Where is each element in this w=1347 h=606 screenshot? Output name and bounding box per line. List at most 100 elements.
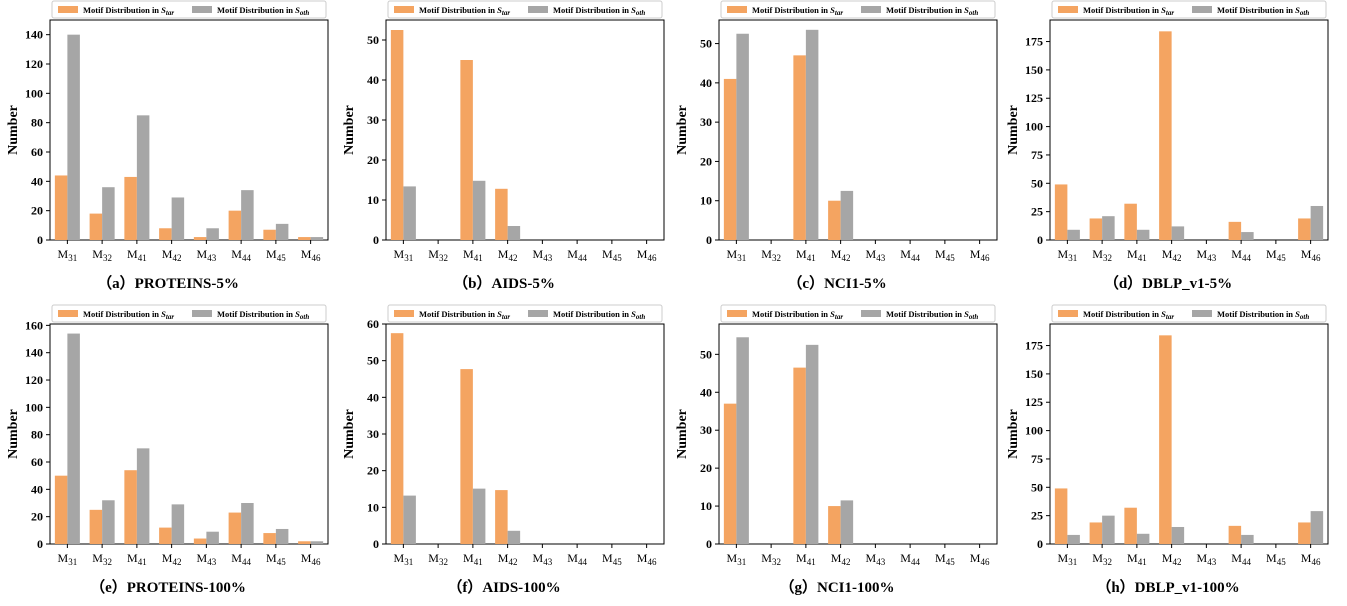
- bar-oth: [275, 223, 289, 240]
- chart-caption: （f）AIDS-100%: [447, 580, 561, 596]
- y-tick-label: 30: [367, 113, 379, 127]
- y-tick-label: 175: [1025, 339, 1043, 353]
- legend-label: Motif Distribution in Soth: [1217, 5, 1309, 17]
- x-tick-label: M32: [92, 247, 112, 263]
- y-tick-label: 75: [1031, 452, 1043, 466]
- bar-oth: [136, 115, 150, 240]
- bar-tar: [263, 533, 276, 544]
- bar-tar: [1159, 31, 1172, 240]
- legend-swatch: [528, 6, 548, 13]
- x-tick-label: M44: [567, 551, 587, 567]
- y-tick-label: 40: [367, 73, 379, 87]
- x-tick-label: M46: [970, 551, 990, 567]
- bar-tar: [1054, 184, 1068, 240]
- chart-caption: （d）DBLP_v1-5%: [1103, 276, 1233, 292]
- bar-oth: [1136, 229, 1150, 240]
- bar-oth: [1102, 216, 1115, 240]
- x-tick-label: M46: [637, 551, 657, 567]
- y-tick-label: 80: [31, 116, 43, 130]
- legend-swatch: [727, 310, 747, 317]
- y-tick-label: 20: [367, 153, 379, 167]
- x-tick-label: M43: [866, 247, 886, 263]
- bar-tar: [159, 527, 172, 544]
- x-tick-label: M42: [1162, 551, 1182, 567]
- y-tick-label: 175: [1025, 35, 1043, 49]
- legend-box: [720, 0, 996, 19]
- bar-oth: [507, 530, 521, 544]
- legend-box: [387, 0, 663, 19]
- y-tick-label: 20: [700, 154, 712, 168]
- y-axis-label: Number: [675, 409, 690, 459]
- x-tick-label: M42: [831, 551, 851, 567]
- bar-tar: [263, 229, 276, 240]
- y-tick-label: 0: [1037, 233, 1043, 247]
- bar-oth: [472, 180, 486, 240]
- legend-swatch: [1058, 310, 1078, 317]
- bar-oth: [1310, 205, 1324, 240]
- bar-tar: [828, 506, 841, 544]
- x-tick-label: M31: [394, 551, 414, 567]
- x-tick-label: M31: [58, 551, 78, 567]
- x-tick-label: M45: [935, 551, 955, 567]
- bar-oth: [840, 190, 854, 240]
- plot-frame: [718, 19, 998, 241]
- y-tick-label: 60: [31, 455, 43, 469]
- legend-label: Motif Distribution in Star: [752, 309, 843, 321]
- legend-box: [51, 0, 327, 19]
- y-tick-label: 80: [31, 428, 43, 442]
- x-tick-label: M31: [727, 247, 747, 263]
- x-tick-label: M45: [266, 551, 286, 567]
- chart-panel: 0 20 40 60 80 100 120 140 Number M31 M32 M41 M42 M43 M…: [0, 0, 336, 302]
- legend-swatch: [528, 310, 548, 317]
- bar-oth: [206, 531, 219, 544]
- x-tick-label: M45: [935, 247, 955, 263]
- chart-panel: 0 20 40 60 80 100 120 140 160 Number M31 M32 M41 M42 M…: [0, 304, 336, 606]
- x-tick-label: M32: [428, 551, 448, 567]
- x-tick-label: M44: [231, 247, 251, 263]
- x-tick-label: M31: [1058, 551, 1078, 567]
- x-tick-label: M31: [58, 247, 78, 263]
- bar-tar: [1159, 335, 1172, 544]
- bar-tar: [793, 55, 806, 240]
- y-tick-label: 20: [700, 461, 712, 475]
- y-tick-label: 50: [367, 33, 379, 47]
- y-axis-label: Number: [675, 105, 690, 155]
- y-tick-label: 40: [31, 174, 43, 188]
- bar-oth: [1067, 229, 1080, 240]
- x-tick-label: M43: [866, 551, 886, 567]
- y-tick-label: 10: [367, 500, 379, 514]
- legend-label: Motif Distribution in Star: [419, 5, 510, 17]
- legend-swatch: [394, 6, 414, 13]
- y-tick-label: 60: [31, 145, 43, 159]
- x-tick-label: M41: [1127, 551, 1147, 567]
- y-tick-label: 100: [25, 400, 43, 414]
- y-tick-label: 160: [25, 318, 43, 332]
- y-tick-label: 30: [700, 115, 712, 129]
- chart-panel: 0 10 20 30 40 50 Number M31 M32 M41 M42 M43 M44 M45 M4…: [669, 304, 1005, 606]
- legend-box: [720, 304, 996, 323]
- legend-label: Motif Distribution in Star: [419, 309, 510, 321]
- x-tick-label: M42: [1162, 247, 1182, 263]
- x-tick-label: M32: [92, 551, 112, 567]
- legend-swatch: [58, 310, 78, 317]
- bar-oth: [206, 228, 219, 240]
- x-tick-label: M42: [162, 247, 182, 263]
- y-tick-label: 50: [367, 354, 379, 368]
- legend: Motif Distribution in Star Motif Distribu…: [720, 0, 996, 19]
- chart-caption: （a）PROTEINS-5%: [97, 276, 239, 292]
- x-tick-label: M46: [301, 247, 321, 263]
- y-tick-label: 0: [1037, 537, 1043, 551]
- y-tick-label: 30: [700, 423, 712, 437]
- bar-oth: [1067, 534, 1080, 544]
- bar-tar: [460, 60, 473, 240]
- bar-tar: [1228, 525, 1242, 544]
- x-tick-label: M41: [796, 551, 816, 567]
- x-tick-label: M43: [197, 551, 217, 567]
- x-tick-label: M41: [1127, 247, 1147, 263]
- bar-tar: [1228, 221, 1242, 240]
- bar-tar: [1054, 488, 1068, 544]
- x-tick-label: M45: [1266, 247, 1286, 263]
- x-tick-label: M46: [301, 551, 321, 567]
- legend-box: [387, 304, 663, 323]
